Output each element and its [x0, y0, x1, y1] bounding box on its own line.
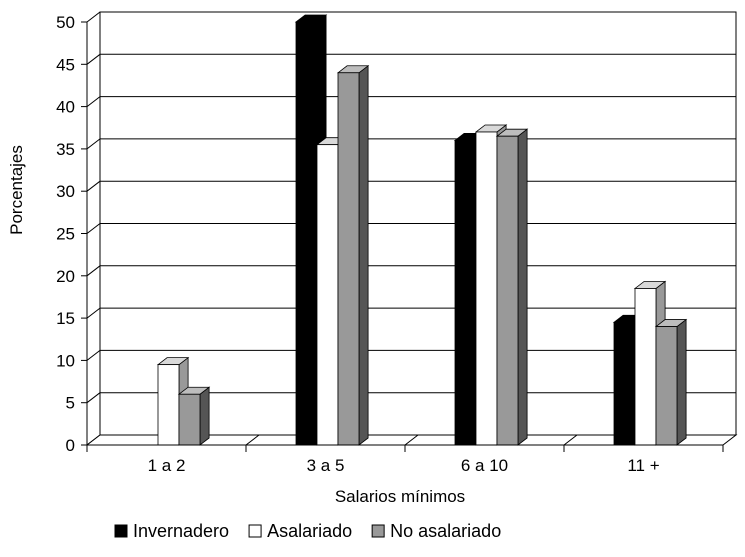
y-tick-label: 5	[66, 394, 75, 413]
x-tick-label: 3 a 5	[307, 456, 345, 475]
legend-item: Invernadero	[114, 521, 229, 541]
legend: Invernadero Asalariado No asalariado	[114, 521, 501, 541]
bar-front	[613, 321, 636, 446]
y-tick-label: 50	[56, 13, 75, 32]
bar	[495, 128, 529, 446]
floor-divider	[245, 434, 260, 446]
legend-item: No asalariado	[371, 521, 501, 541]
bar-front	[178, 393, 201, 446]
floor-divider	[404, 434, 419, 446]
bar-side	[358, 64, 369, 446]
bar-front	[655, 326, 678, 446]
side-gridline	[86, 53, 101, 65]
side-gridline	[86, 223, 101, 234]
bar-front	[157, 364, 180, 446]
y-tick-label: 25	[56, 225, 75, 244]
y-tick-label: 20	[56, 267, 75, 286]
axes	[81, 21, 724, 452]
side-gridline	[86, 96, 101, 107]
x-tick-label: 1 a 2	[148, 456, 186, 475]
bar-side	[676, 318, 687, 446]
side-gridline	[86, 138, 101, 150]
y-tick-label: 35	[56, 140, 75, 159]
legend-label: Asalariado	[267, 521, 352, 541]
y-tick-label: 45	[56, 55, 75, 74]
bar-front	[316, 144, 339, 446]
legend-label: Invernadero	[133, 521, 229, 541]
bar	[654, 318, 688, 446]
side-gridline	[86, 180, 101, 192]
bar	[336, 64, 370, 446]
y-tick-label: 15	[56, 309, 75, 328]
x-tick-labels: 1 a 2 3 a 5 6 a 10 11 +	[148, 456, 660, 475]
bar-front	[475, 131, 498, 446]
side-gridline	[86, 392, 101, 404]
bars	[156, 14, 688, 446]
side-gridline	[86, 307, 101, 319]
bar-front	[454, 140, 477, 446]
side-gridline	[86, 11, 101, 23]
bar-side	[517, 128, 528, 446]
legend-swatch	[248, 524, 262, 538]
floor-divider	[563, 434, 578, 446]
legend-swatch	[371, 524, 385, 538]
x-axis-title: Salarios mínimos	[335, 487, 465, 506]
y-axis-title: Porcentajes	[7, 145, 26, 235]
y-tick-labels: 0 5 10 15 20 25 30 35 40 45 50	[56, 13, 75, 455]
y-tick-label: 40	[56, 98, 75, 117]
y-tick-label: 10	[56, 351, 75, 370]
y-tick-label: 0	[66, 436, 75, 455]
x-tick-label: 6 a 10	[461, 456, 508, 475]
bar-side	[199, 386, 210, 446]
legend-item: Asalariado	[248, 521, 352, 541]
legend-label: No asalariado	[390, 521, 501, 541]
side-gridline	[86, 265, 101, 277]
legend-swatch	[114, 524, 128, 538]
bar-front	[634, 288, 657, 446]
bar-front	[496, 135, 519, 446]
y-tick-label: 30	[56, 182, 75, 201]
side-gridline	[86, 350, 101, 361]
bar-front	[295, 21, 318, 446]
x-tick-label: 11 +	[627, 456, 659, 475]
bar-front	[337, 72, 360, 446]
bar	[177, 386, 211, 446]
